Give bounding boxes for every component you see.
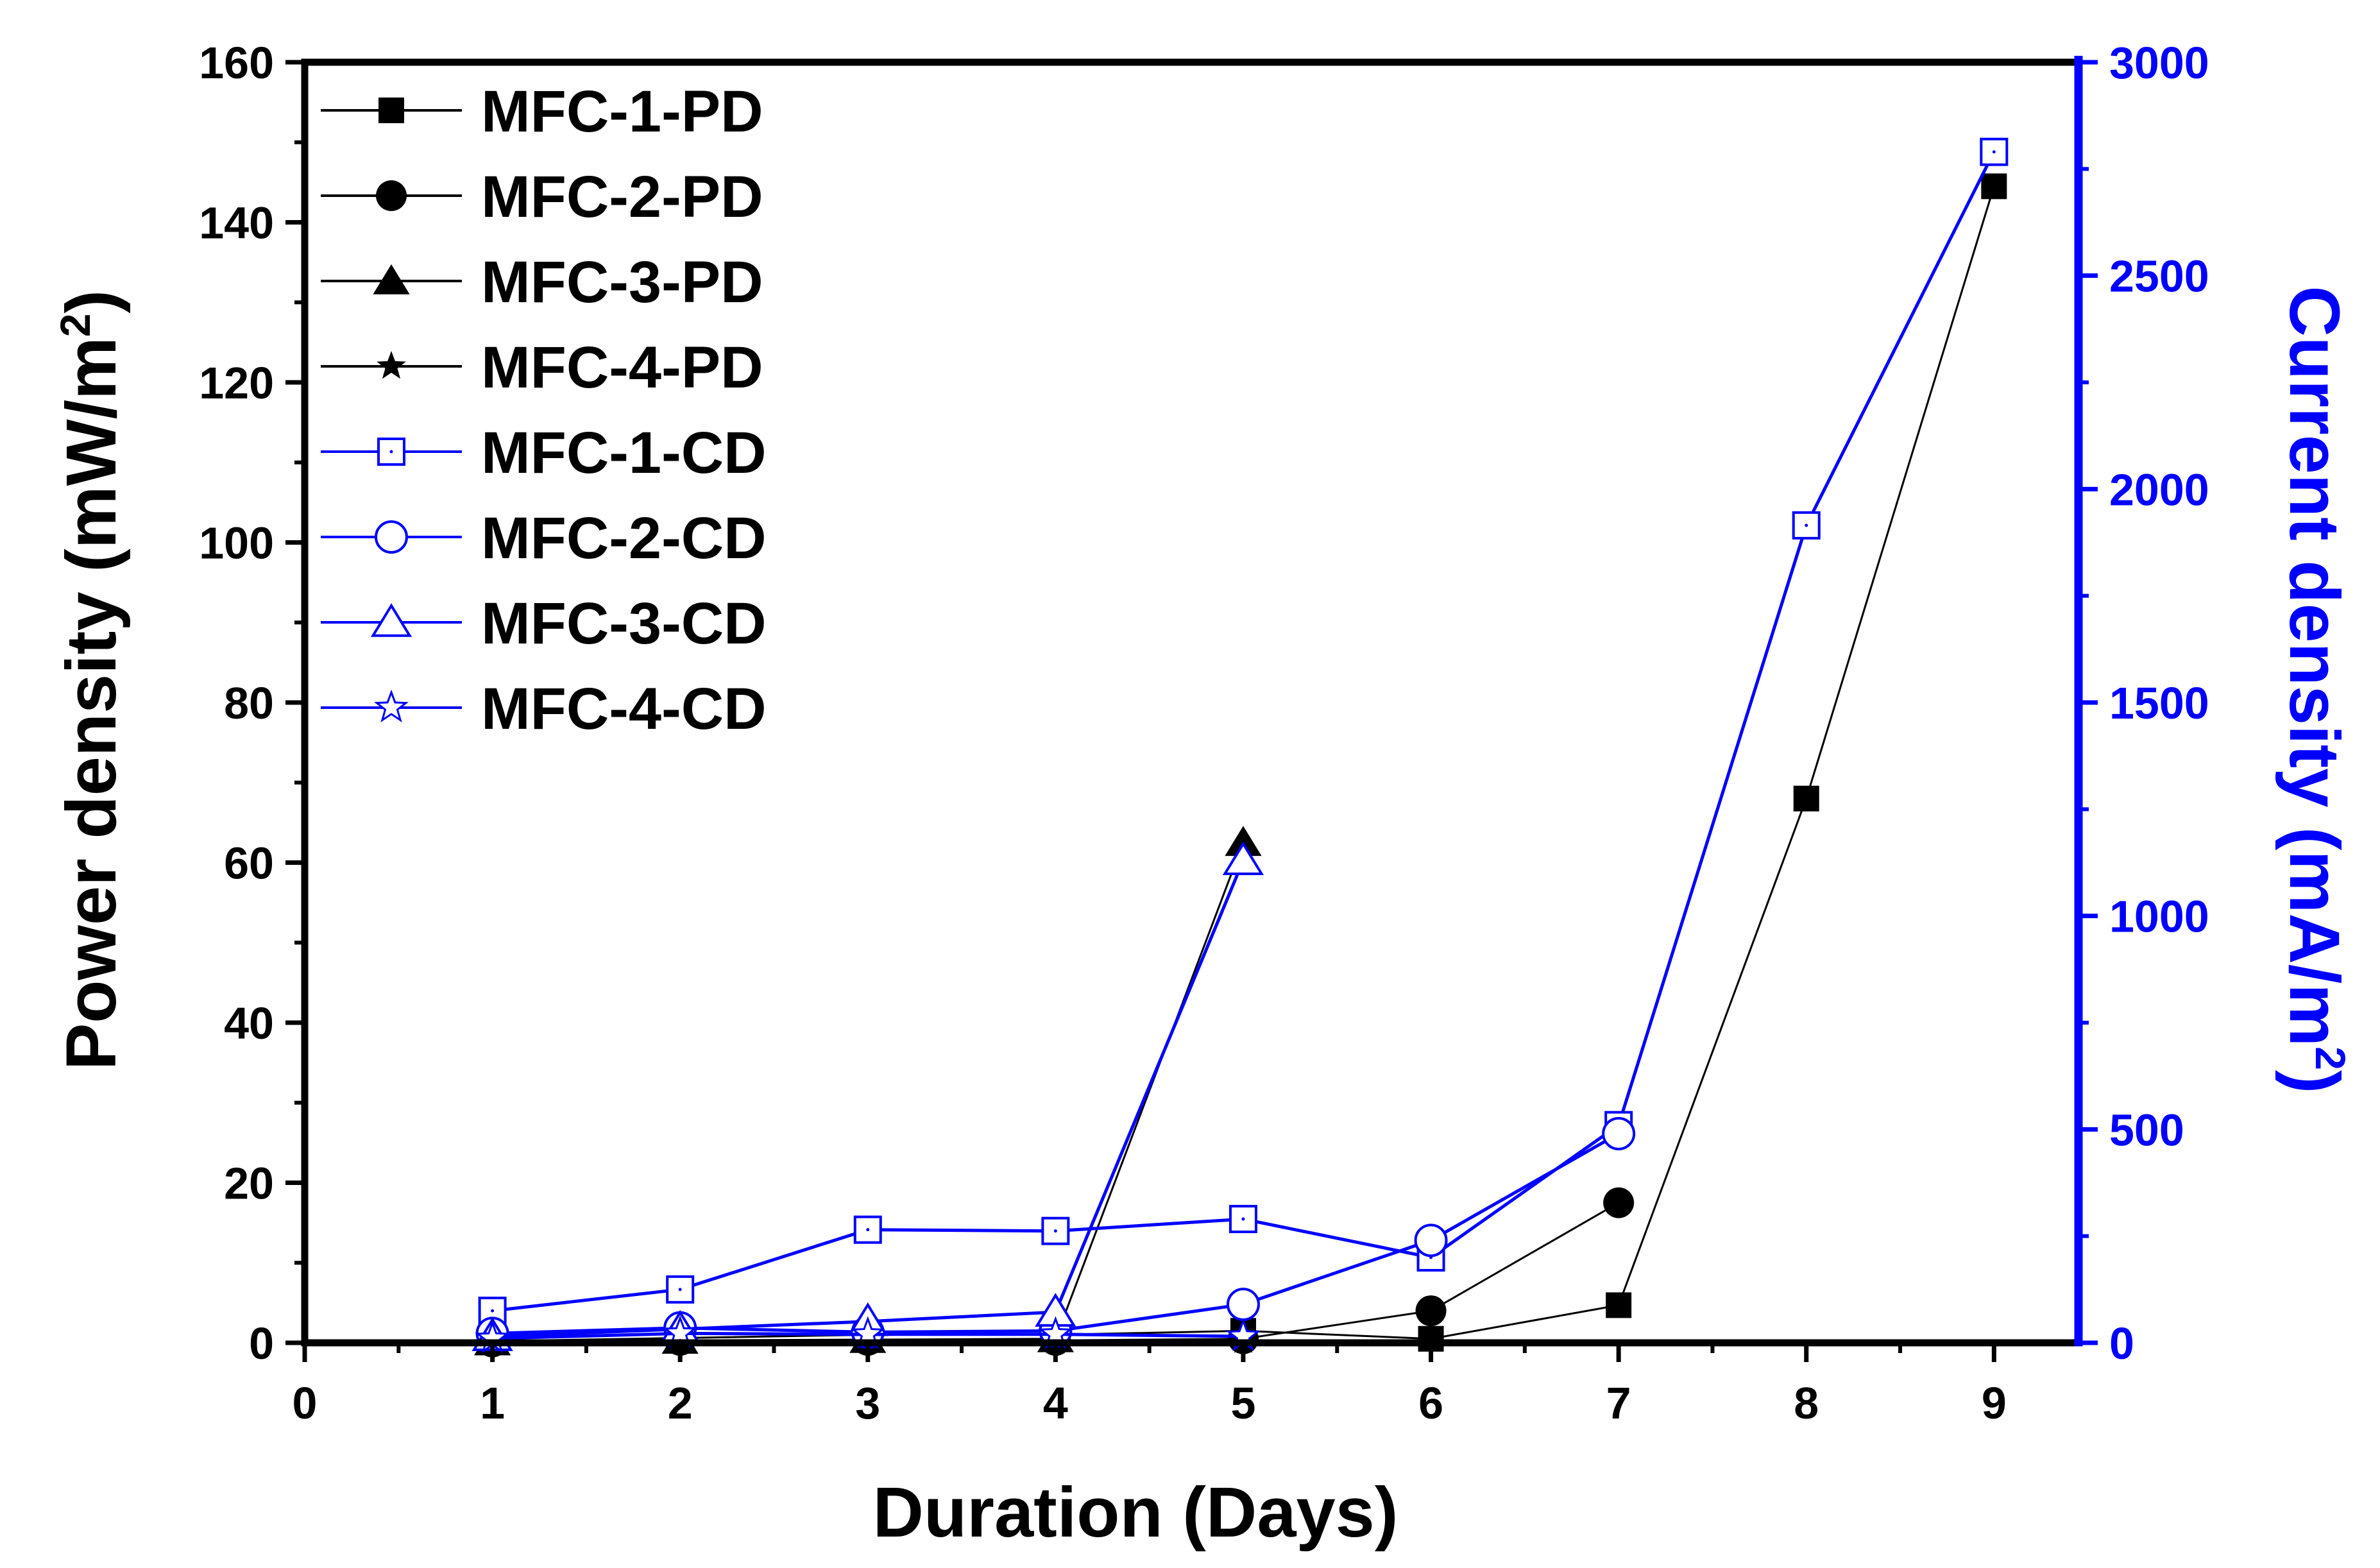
legend-marker-mfc-1-cd-dot — [389, 450, 393, 454]
data-point-mfc-1-pd-7 — [1793, 785, 1819, 812]
y-left-tick-label-140: 140 — [199, 198, 274, 248]
y-left-title-text: Power density (mW/m — [52, 337, 131, 1070]
y-right-tick-label-2500: 2500 — [2109, 251, 2209, 302]
x-tick-label-9: 9 — [1982, 1378, 2007, 1428]
data-point-mfc-1-pd-6 — [1606, 1292, 1632, 1318]
x-tick-label-7: 7 — [1606, 1378, 1631, 1428]
y-right-tick-label-3000: 3000 — [2109, 38, 2209, 88]
data-point-mfc-2-pd-6 — [1603, 1187, 1635, 1218]
data-point-mfc-2-pd-5 — [1415, 1295, 1447, 1327]
data-point-mfc-2-cd-5 — [1414, 1223, 1448, 1257]
y-axis-left-title: Power density (mW/m2) — [51, 290, 131, 1070]
legend-label-mfc-4-pd: MFC-4-PD — [481, 335, 763, 400]
data-point-mfc-1-cd-0-dot — [491, 1309, 495, 1313]
x-tick-label-3: 3 — [855, 1378, 880, 1428]
y-left-tick-label-0: 0 — [249, 1318, 274, 1368]
legend-item-mfc-1-pd: MFC-1-PD — [321, 79, 763, 144]
y-right-title-sup: 2 — [2307, 1046, 2354, 1070]
x-tick-label-2: 2 — [668, 1378, 693, 1428]
y-left-tick-label-80: 80 — [224, 678, 274, 728]
legend-marker-mfc-2-pd — [376, 180, 407, 211]
data-point-mfc-2-cd-6 — [1602, 1116, 1636, 1150]
series-mfc-3-cd — [472, 841, 1264, 1351]
y-left-tick-label-120: 120 — [199, 358, 274, 408]
x-tick-label-4: 4 — [1043, 1378, 1068, 1428]
legend-item-mfc-1-cd: MFC-1-CD — [321, 420, 767, 486]
axes: 0 1 2 3 4 5 6 7 8 9 0 20 40 60 80 100 120 140 160 0 500 1000 1… — [199, 38, 2209, 1428]
y-left-tick-label-40: 40 — [224, 998, 274, 1048]
y-left-title-sup: 2 — [51, 313, 99, 337]
y-right-title-suffix: ) — [2275, 1070, 2354, 1094]
x-tick-label-5: 5 — [1230, 1378, 1255, 1428]
legend-label-mfc-1-cd: MFC-1-CD — [481, 420, 767, 486]
legend-marker-mfc-3-pd — [373, 264, 410, 294]
legend-marker-mfc-2-cd — [375, 520, 408, 554]
series-line-mfc-3-cd — [492, 860, 1245, 1338]
x-axis-title: Duration (Days) — [873, 1473, 1398, 1552]
data-point-mfc-2-cd-4 — [1226, 1288, 1260, 1322]
x-tick-label-8: 8 — [1794, 1378, 1819, 1428]
data-point-mfc-1-cd-3-dot — [1053, 1229, 1057, 1233]
legend-label-mfc-1-pd: MFC-1-PD — [481, 79, 763, 144]
y-right-tick-label-2000: 2000 — [2109, 464, 2209, 515]
legend-item-mfc-4-cd: MFC-4-CD — [321, 676, 767, 742]
legend-label-mfc-4-cd: MFC-4-CD — [481, 676, 767, 742]
y-right-tick-label-1000: 1000 — [2109, 892, 2209, 942]
y-left-tick-label-60: 60 — [224, 839, 274, 889]
y-left-tick-label-20: 20 — [224, 1159, 274, 1209]
y-right-tick-label-500: 500 — [2109, 1105, 2184, 1155]
y-right-title-text: Current density (mA/m — [2275, 285, 2354, 1046]
y-right-tick-label-0: 0 — [2109, 1318, 2134, 1368]
legend-marker-mfc-4-pd — [377, 351, 406, 379]
series-mfc-3-pd — [473, 826, 1262, 1356]
y-axis-right-title: Current density (mA/m2) — [2275, 285, 2354, 1093]
x-tick-label-0: 0 — [293, 1378, 318, 1428]
x-tick-label-6: 6 — [1418, 1378, 1443, 1428]
legend-item-mfc-2-pd: MFC-2-PD — [321, 164, 763, 230]
y-left-title-suffix: ) — [52, 290, 131, 314]
series-line-mfc-3-pd — [492, 842, 1245, 1343]
data-point-mfc-1-cd-1-dot — [678, 1288, 682, 1291]
x-tick-label-1: 1 — [480, 1378, 505, 1428]
legend-label-mfc-2-pd: MFC-2-PD — [481, 164, 763, 230]
legend: MFC-1-PD MFC-2-PD MFC-3-PD MFC-4-PD MFC-1-CD… — [321, 79, 767, 742]
y-right-tick-label-1500: 1500 — [2109, 678, 2209, 728]
legend-label-mfc-3-cd: MFC-3-CD — [481, 591, 767, 656]
legend-marker-mfc-4-cd — [374, 689, 409, 722]
legend-marker-mfc-1-pd — [378, 98, 404, 123]
legend-marker-mfc-3-cd — [370, 603, 412, 637]
legend-label-mfc-2-cd: MFC-2-CD — [481, 506, 767, 571]
data-point-mfc-1-cd-8-dot — [1992, 150, 1996, 154]
data-point-mfc-1-cd-2-dot — [866, 1228, 870, 1232]
series-mfc-1-cd — [478, 137, 2009, 1325]
data-point-mfc-3-cd-4 — [1222, 841, 1264, 875]
y-left-tick-label-160: 160 — [199, 38, 274, 88]
legend-item-mfc-3-cd: MFC-3-CD — [321, 591, 767, 656]
plot-series — [472, 137, 2009, 1358]
data-point-mfc-3-pd-4 — [1225, 826, 1262, 856]
legend-item-mfc-4-pd: MFC-4-PD — [321, 335, 763, 400]
data-point-mfc-1-cd-4-dot — [1241, 1217, 1245, 1221]
legend-item-mfc-2-cd: MFC-2-CD — [321, 506, 767, 571]
legend-label-mfc-3-pd: MFC-3-PD — [481, 250, 763, 315]
y-left-tick-label-100: 100 — [199, 518, 274, 568]
data-point-mfc-1-pd-8 — [1981, 173, 2007, 200]
legend-item-mfc-3-pd: MFC-3-PD — [321, 250, 763, 315]
data-point-mfc-1-cd-7-dot — [1805, 524, 1808, 527]
